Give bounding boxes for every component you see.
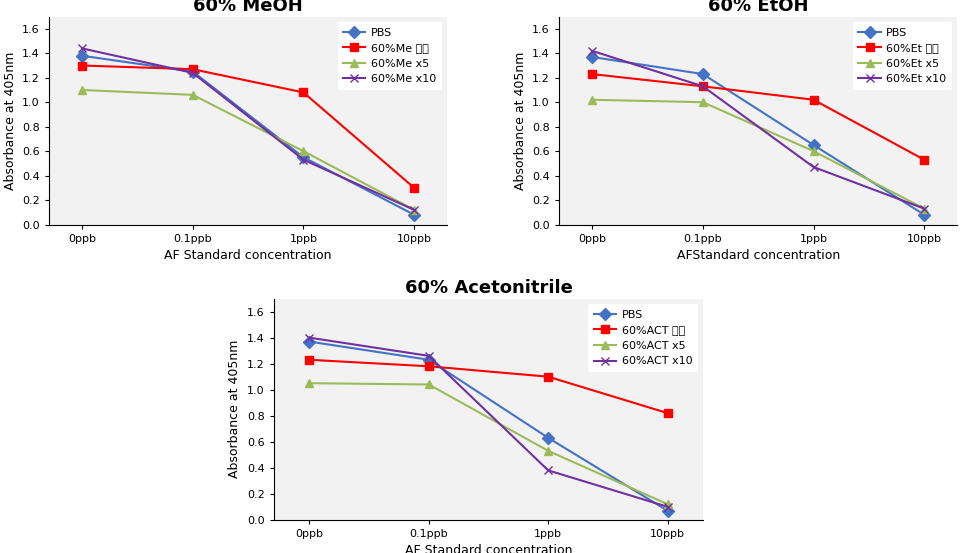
Line: 60%Me 원액: 60%Me 원액 bbox=[78, 61, 418, 192]
60%ACT x10 bbox=[542, 467, 554, 474]
Line: PBS: PBS bbox=[305, 337, 672, 515]
60%ACT 원액 bbox=[661, 410, 673, 416]
Line: 60%ACT 원액: 60%ACT 원액 bbox=[305, 356, 672, 418]
60%Me x10 bbox=[298, 156, 310, 163]
X-axis label: AF Standard concentration: AF Standard concentration bbox=[164, 249, 332, 262]
60%ACT x5 bbox=[304, 380, 316, 387]
60%Et 원액 bbox=[697, 83, 708, 90]
X-axis label: AF Standard concentration: AF Standard concentration bbox=[404, 544, 573, 553]
Line: 60%Me x5: 60%Me x5 bbox=[78, 86, 418, 214]
60%ACT 원액 bbox=[542, 373, 554, 380]
60%ACT x10 bbox=[304, 335, 316, 341]
Line: 60%Et x5: 60%Et x5 bbox=[588, 96, 928, 213]
60%Et x5 bbox=[586, 96, 598, 103]
Title: 60% MeOH: 60% MeOH bbox=[193, 0, 303, 15]
X-axis label: AFStandard concentration: AFStandard concentration bbox=[677, 249, 840, 262]
60%Et x10 bbox=[918, 205, 930, 212]
Y-axis label: Absorbance at 405nm: Absorbance at 405nm bbox=[229, 340, 241, 478]
60%ACT x5 bbox=[542, 447, 554, 454]
60%ACT x5 bbox=[423, 381, 435, 388]
Y-axis label: Absorbance at 405nm: Absorbance at 405nm bbox=[4, 51, 17, 190]
PBS bbox=[697, 71, 708, 77]
Legend: PBS, 60%Me 원액, 60%Me x5, 60%Me x10: PBS, 60%Me 원액, 60%Me x5, 60%Me x10 bbox=[338, 22, 442, 90]
Line: PBS: PBS bbox=[588, 53, 928, 219]
60%Et 원액 bbox=[808, 96, 820, 103]
60%Me x10 bbox=[76, 45, 88, 52]
Line: 60%ACT x10: 60%ACT x10 bbox=[305, 333, 672, 511]
PBS bbox=[808, 142, 820, 148]
60%Me x10 bbox=[408, 206, 420, 213]
60%Me 원액 bbox=[187, 66, 198, 72]
Line: 60%Me x10: 60%Me x10 bbox=[78, 44, 418, 214]
60%Me x5 bbox=[408, 206, 420, 213]
60%Me 원액 bbox=[298, 89, 310, 96]
60%Me 원액 bbox=[76, 62, 88, 69]
60%ACT x5 bbox=[661, 501, 673, 508]
Line: PBS: PBS bbox=[78, 51, 418, 219]
60%Me x5 bbox=[76, 87, 88, 93]
PBS bbox=[76, 53, 88, 59]
Line: 60%ACT x5: 60%ACT x5 bbox=[305, 379, 672, 508]
Line: 60%Et x10: 60%Et x10 bbox=[588, 46, 928, 213]
60%Et x10 bbox=[697, 83, 708, 90]
60%Me x10 bbox=[187, 70, 198, 76]
PBS bbox=[298, 154, 310, 160]
PBS bbox=[408, 211, 420, 218]
Line: 60%Et 원액: 60%Et 원액 bbox=[588, 70, 928, 164]
60%Et 원액 bbox=[918, 156, 930, 163]
60%Et x5 bbox=[918, 205, 930, 212]
60%Me 원액 bbox=[408, 185, 420, 191]
60%Et x5 bbox=[697, 99, 708, 106]
PBS bbox=[187, 69, 198, 75]
Title: 60% EtOH: 60% EtOH bbox=[708, 0, 808, 15]
Y-axis label: Absorbance at 405nm: Absorbance at 405nm bbox=[514, 51, 527, 190]
60%ACT 원액 bbox=[304, 357, 316, 363]
60%Me x5 bbox=[298, 148, 310, 154]
60%Et x10 bbox=[808, 164, 820, 170]
Legend: PBS, 60%ACT 원액, 60%ACT x5, 60%ACT x10: PBS, 60%ACT 원액, 60%ACT x5, 60%ACT x10 bbox=[588, 304, 698, 372]
Legend: PBS, 60%Et 원액, 60%Et x5, 60%Et x10: PBS, 60%Et 원액, 60%Et x5, 60%Et x10 bbox=[853, 22, 952, 90]
60%ACT 원액 bbox=[423, 363, 435, 369]
PBS bbox=[586, 54, 598, 60]
PBS bbox=[661, 508, 673, 514]
60%Et x10 bbox=[586, 48, 598, 54]
60%ACT x10 bbox=[423, 353, 435, 359]
60%ACT x10 bbox=[661, 503, 673, 510]
Title: 60% Acetonitrile: 60% Acetonitrile bbox=[404, 279, 573, 297]
60%Et 원액 bbox=[586, 71, 598, 77]
PBS bbox=[423, 357, 435, 363]
PBS bbox=[918, 211, 930, 218]
60%Et x5 bbox=[808, 148, 820, 154]
60%Me x5 bbox=[187, 92, 198, 98]
PBS bbox=[304, 338, 316, 345]
PBS bbox=[542, 435, 554, 441]
